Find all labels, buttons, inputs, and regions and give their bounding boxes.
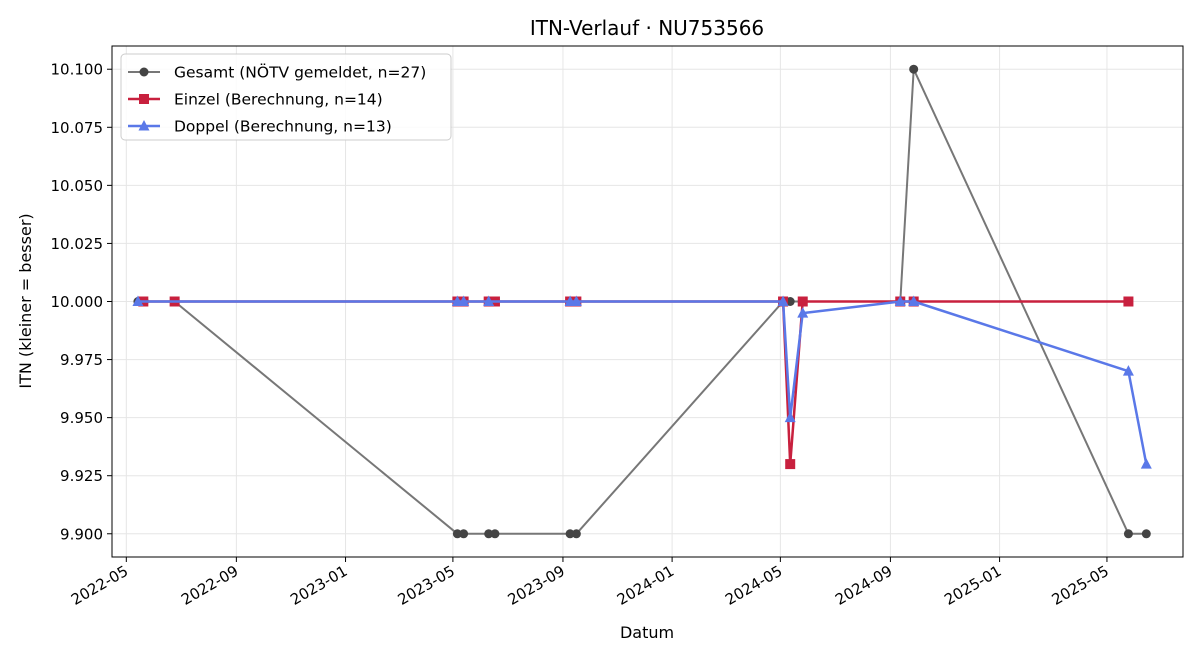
legend-swatch-marker — [139, 94, 149, 104]
legend-item-doppel: Doppel (Berechnung, n=13) — [128, 118, 392, 136]
data-point-doppel — [458, 295, 470, 306]
legend-item-gesamt: Gesamt (NÖTV gemeldet, n=27) — [128, 63, 426, 82]
data-point-gesamt — [571, 529, 581, 539]
x-axis-label: Datum — [620, 623, 674, 642]
y-tick-label: 10.100 — [51, 61, 104, 79]
legend-box — [120, 53, 452, 141]
data-point-gesamt — [1123, 529, 1133, 539]
chart-title: ITN-Verlauf · NU753566 — [530, 16, 764, 40]
data-point-doppel — [1140, 458, 1152, 469]
data-point-gesamt — [484, 529, 494, 539]
y-tick-label: 10.000 — [51, 293, 104, 311]
series-layer — [132, 64, 1152, 539]
data-point-doppel — [570, 295, 582, 306]
data-point-doppel — [1122, 365, 1134, 376]
legend: Gesamt (NÖTV gemeldet, n=27) Einzel (Bere… — [120, 53, 452, 141]
data-point-gesamt — [459, 529, 469, 539]
legend-swatch-marker — [138, 120, 150, 131]
data-point-einzel — [797, 296, 808, 307]
y-axis-label: ITN (kleiner = besser) — [16, 213, 35, 388]
legend-label: Doppel (Berechnung, n=13) — [174, 118, 392, 136]
y-axis-ticks: 9.900 9.925 9.950 9.975 10.000 10.025 10.050 10… — [51, 61, 112, 543]
data-point-doppel — [777, 295, 789, 306]
data-point-doppel — [797, 307, 809, 318]
y-tick-label: 9.950 — [60, 409, 103, 427]
y-tick-label: 10.050 — [51, 177, 104, 195]
y-tick-label: 10.075 — [51, 119, 104, 137]
data-point-gesamt — [1141, 529, 1151, 539]
data-point-doppel — [908, 295, 920, 306]
legend-label: Einzel (Berechnung, n=14) — [174, 91, 383, 109]
data-point-doppel — [894, 295, 906, 306]
data-point-gesamt — [565, 529, 575, 539]
series-doppel — [132, 295, 1152, 469]
data-point-doppel — [784, 411, 796, 423]
y-tick-label: 9.925 — [60, 467, 103, 485]
legend-swatch-marker — [139, 67, 149, 77]
y-tick-label: 9.975 — [60, 351, 103, 369]
data-point-einzel — [785, 459, 796, 470]
data-point-doppel — [483, 295, 495, 306]
legend-label: Gesamt (NÖTV gemeldet, n=27) — [174, 63, 426, 82]
legend-item-einzel: Einzel (Berechnung, n=14) — [128, 91, 383, 109]
data-point-gesamt — [490, 529, 500, 539]
y-tick-label: 9.900 — [60, 525, 103, 543]
data-point-gesamt — [452, 529, 462, 539]
data-point-einzel — [1123, 296, 1134, 307]
data-point-doppel — [132, 295, 144, 306]
data-point-gesamt — [909, 64, 919, 74]
y-tick-label: 10.025 — [51, 235, 104, 253]
